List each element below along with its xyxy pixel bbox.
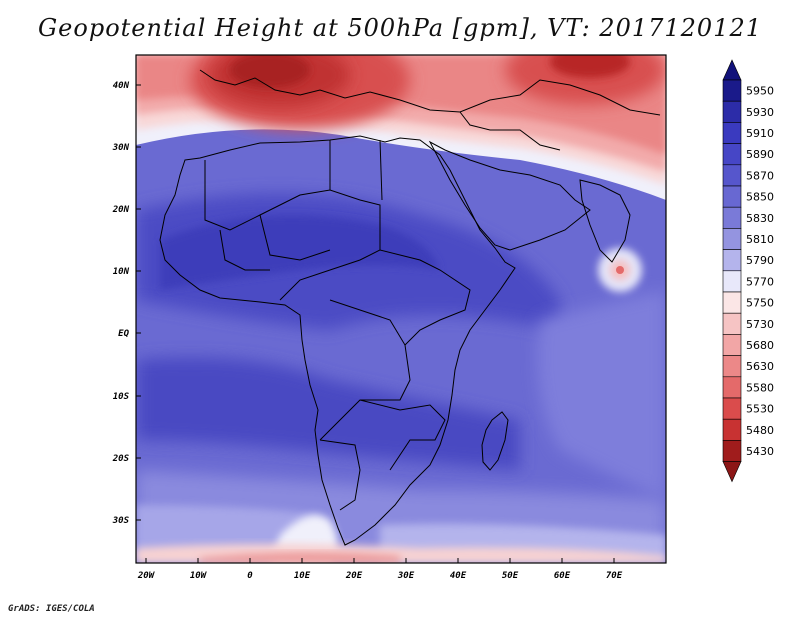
longitude-axis: 20W 10W 0 10E 20E 30E 40E 50E 60E 70E bbox=[137, 558, 623, 581]
colorbar-label: 5480 bbox=[746, 424, 774, 437]
colorbar-swatch bbox=[722, 397, 742, 420]
lon-label: 20W bbox=[137, 571, 156, 581]
colorbar-swatch bbox=[722, 206, 742, 229]
colorbar-label: 5870 bbox=[746, 169, 774, 182]
colorbar-swatch bbox=[722, 164, 742, 187]
lon-label: 60E bbox=[554, 571, 571, 581]
lat-label: 20N bbox=[112, 205, 130, 215]
lon-label: 40E bbox=[450, 571, 467, 581]
colorbar-swatch bbox=[722, 312, 742, 335]
colorbar-swatch bbox=[722, 143, 742, 166]
colorbar-label: 5630 bbox=[746, 360, 774, 373]
colorbar-swatch bbox=[722, 79, 742, 102]
colorbar-swatch bbox=[722, 122, 742, 144]
colorbar-swatch bbox=[722, 249, 742, 272]
lat-label: EQ bbox=[118, 329, 129, 339]
colorbar-swatch bbox=[722, 376, 742, 399]
colorbar-bottom-arrow bbox=[722, 461, 742, 483]
lat-label: 30S bbox=[112, 516, 130, 526]
colorbar: 5950 5930 5910 5890 5870 5850 5830 5810 5790 5770… bbox=[722, 59, 774, 483]
colorbar-label: 5890 bbox=[746, 148, 774, 161]
colorbar-label: 5950 bbox=[746, 85, 774, 98]
colorbar-swatch bbox=[722, 185, 742, 208]
lon-label: 50E bbox=[502, 571, 519, 581]
colorbar-swatch bbox=[722, 440, 742, 462]
lat-label: 20S bbox=[112, 454, 130, 464]
colorbar-swatch bbox=[722, 418, 742, 441]
colorbar-label: 5770 bbox=[746, 275, 774, 288]
plot-frame bbox=[135, 54, 667, 564]
colorbar-swatch bbox=[722, 291, 742, 314]
colorbar-label: 5750 bbox=[746, 297, 774, 310]
colorbar-label: 5910 bbox=[746, 127, 774, 140]
lat-label: 10S bbox=[113, 392, 130, 402]
colorbar-swatch bbox=[722, 100, 742, 123]
colorbar-label: 5580 bbox=[746, 381, 774, 394]
map-title: Geopotential Height at 500hPa [gpm], VT:… bbox=[38, 14, 762, 42]
colorbar-label: 5430 bbox=[746, 445, 774, 458]
lon-label: 10E bbox=[294, 571, 311, 581]
colorbar-swatch bbox=[722, 228, 742, 250]
colorbar-label: 5930 bbox=[746, 106, 774, 119]
lat-label: 30N bbox=[112, 143, 130, 153]
colorbar-label: 5830 bbox=[746, 212, 774, 225]
lon-label: 20E bbox=[345, 571, 363, 581]
colorbar-swatch bbox=[722, 334, 742, 356]
colorbar-top-arrow bbox=[722, 59, 742, 81]
lon-label: 0 bbox=[247, 571, 253, 581]
lon-label: 10W bbox=[190, 571, 208, 581]
lat-label: 10N bbox=[113, 267, 130, 277]
lon-label: 70E bbox=[606, 571, 623, 581]
colorbar-swatch bbox=[722, 270, 742, 293]
colorbar-label: 5680 bbox=[746, 339, 774, 352]
lat-label: 40N bbox=[113, 81, 130, 91]
latitude-axis: 40N 30N 20N 10N EQ 10S 20S 30S bbox=[112, 81, 141, 526]
colorbar-label: 5850 bbox=[746, 191, 774, 204]
colorbar-label: 5530 bbox=[746, 403, 774, 416]
height-field bbox=[136, 55, 666, 563]
colorbar-label: 5810 bbox=[746, 233, 774, 246]
colorbar-swatch bbox=[722, 355, 742, 378]
colorbar-label: 5790 bbox=[746, 254, 774, 267]
coastlines bbox=[159, 69, 661, 546]
grads-credit: GrADS: IGES/COLA bbox=[8, 604, 95, 614]
lon-label: 30E bbox=[397, 571, 415, 581]
colorbar-label: 5730 bbox=[746, 318, 774, 331]
